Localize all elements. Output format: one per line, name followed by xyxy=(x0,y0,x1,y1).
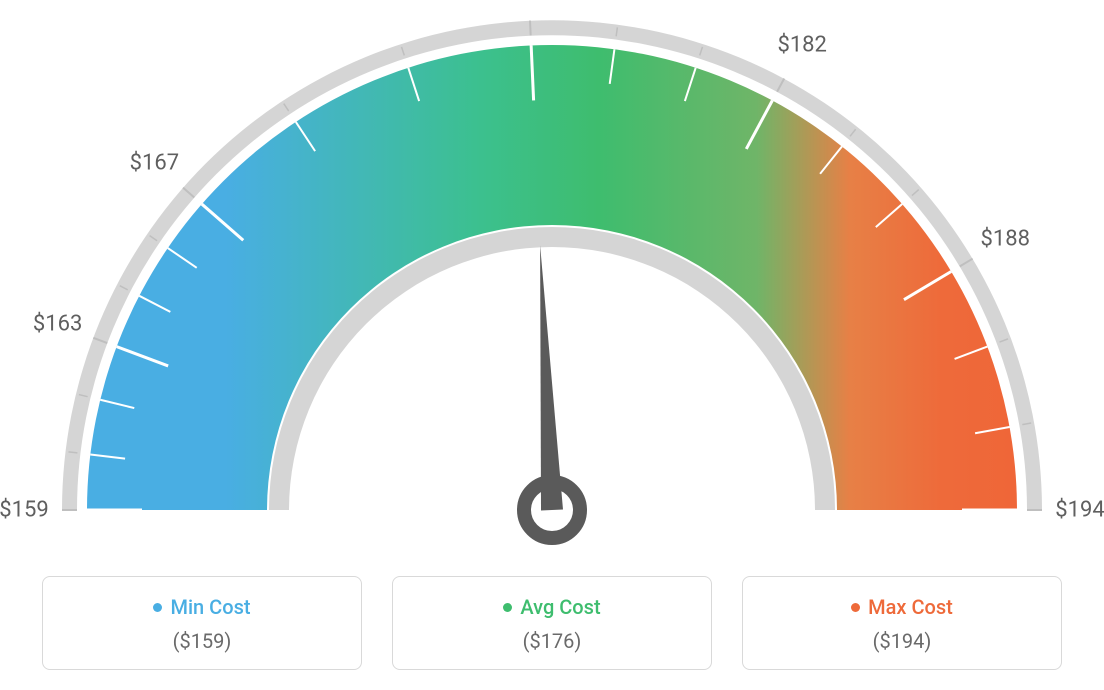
gauge-tick-label: $194 xyxy=(1055,498,1104,523)
legend-title-max: Max Cost xyxy=(753,595,1051,619)
legend-row: Min Cost ($159) Avg Cost ($176) Max Cost ($19… xyxy=(0,576,1104,670)
legend-dot-icon xyxy=(503,603,512,612)
gauge-svg xyxy=(0,0,1104,560)
cost-gauge: $159$163$167$176$182$188$194 xyxy=(0,0,1104,560)
legend-value-avg: ($176) xyxy=(403,629,701,653)
gauge-needle xyxy=(540,245,563,510)
gauge-tick-label: $182 xyxy=(777,33,826,58)
legend-value-min: ($159) xyxy=(53,629,351,653)
gauge-tick-label: $188 xyxy=(981,227,1030,252)
gauge-tick xyxy=(530,20,531,35)
legend-title-avg: Avg Cost xyxy=(403,595,701,619)
legend-dot-icon xyxy=(153,603,162,612)
legend-title-text: Min Cost xyxy=(170,595,250,619)
legend-card-avg: Avg Cost ($176) xyxy=(392,576,712,670)
legend-dot-icon xyxy=(851,603,860,612)
gauge-tick xyxy=(68,452,77,453)
gauge-tick-label: $167 xyxy=(130,150,179,175)
legend-card-max: Max Cost ($194) xyxy=(742,576,1062,670)
legend-title-text: Max Cost xyxy=(868,595,953,619)
legend-title-min: Min Cost xyxy=(53,595,351,619)
legend-value-max: ($194) xyxy=(753,629,1051,653)
legend-card-min: Min Cost ($159) xyxy=(42,576,362,670)
gauge-tick-label: $159 xyxy=(0,498,49,523)
gauge-tick-label: $163 xyxy=(33,312,82,337)
legend-title-text: Avg Cost xyxy=(520,595,600,619)
